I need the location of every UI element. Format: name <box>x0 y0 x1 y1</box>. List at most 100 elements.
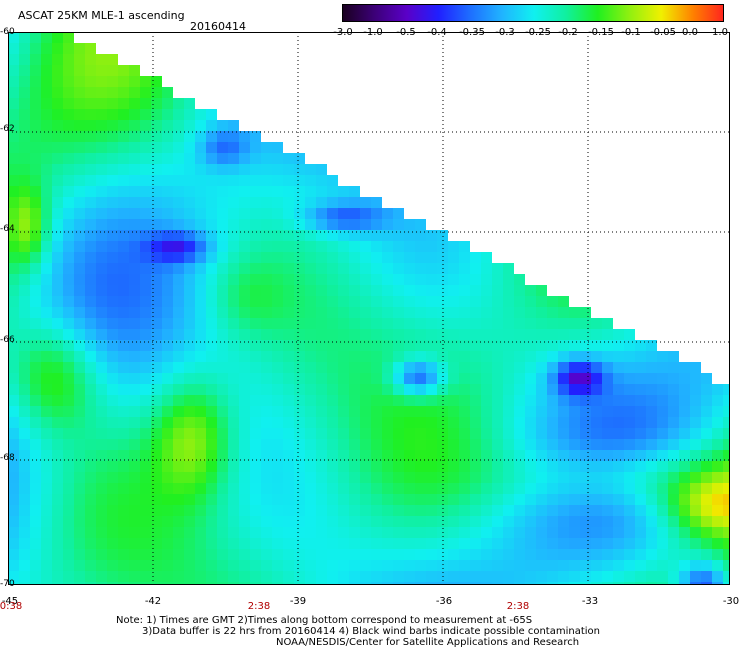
data-cell <box>613 428 624 439</box>
data-cell <box>536 439 547 450</box>
data-cell <box>74 560 85 571</box>
data-cell <box>481 461 492 472</box>
data-cell <box>272 252 283 263</box>
data-cell <box>514 560 525 571</box>
data-cell <box>107 450 118 461</box>
data-cell <box>107 340 118 351</box>
data-cell <box>184 384 195 395</box>
data-cell <box>8 461 19 472</box>
data-cell <box>415 329 426 340</box>
data-cell <box>261 505 272 516</box>
data-cell <box>217 186 228 197</box>
data-cell <box>283 527 294 538</box>
data-cell <box>481 483 492 494</box>
data-cell <box>140 329 151 340</box>
data-cell <box>184 153 195 164</box>
data-cell <box>503 417 514 428</box>
data-cell <box>239 263 250 274</box>
data-cell <box>371 296 382 307</box>
data-cell <box>129 274 140 285</box>
data-cell <box>470 373 481 384</box>
data-cell <box>173 285 184 296</box>
data-cell <box>679 428 690 439</box>
data-cell <box>470 340 481 351</box>
data-cell <box>558 505 569 516</box>
data-cell <box>96 175 107 186</box>
data-cell <box>151 142 162 153</box>
data-cell <box>272 417 283 428</box>
data-cell <box>206 461 217 472</box>
data-cell <box>129 241 140 252</box>
data-cell <box>360 384 371 395</box>
data-cell <box>481 373 492 384</box>
data-cell <box>459 340 470 351</box>
data-cell <box>272 362 283 373</box>
data-cell <box>327 252 338 263</box>
data-cell <box>63 186 74 197</box>
data-cell <box>305 494 316 505</box>
data-cell <box>8 54 19 65</box>
data-cell <box>536 560 547 571</box>
data-cell <box>613 582 624 585</box>
data-cell <box>624 362 635 373</box>
data-cell <box>646 571 657 582</box>
data-cell <box>283 373 294 384</box>
data-cell <box>19 65 30 76</box>
data-cell <box>668 362 679 373</box>
data-cell <box>19 417 30 428</box>
data-cell <box>448 263 459 274</box>
data-cell <box>206 307 217 318</box>
data-cell <box>514 274 525 285</box>
data-cell <box>371 428 382 439</box>
data-cell <box>382 472 393 483</box>
data-cell <box>8 560 19 571</box>
data-cell <box>129 494 140 505</box>
data-cell <box>371 505 382 516</box>
data-cell <box>415 505 426 516</box>
data-cell <box>8 494 19 505</box>
data-cell <box>613 351 624 362</box>
data-cell <box>74 274 85 285</box>
data-cell <box>250 582 261 585</box>
data-cell <box>657 362 668 373</box>
data-cell <box>393 285 404 296</box>
data-cell <box>415 483 426 494</box>
data-cell <box>668 538 679 549</box>
data-cell <box>525 538 536 549</box>
data-cell <box>294 538 305 549</box>
data-cell <box>140 549 151 560</box>
data-cell <box>41 109 52 120</box>
data-cell <box>602 351 613 362</box>
data-cell <box>41 483 52 494</box>
data-cell <box>338 186 349 197</box>
data-cell <box>250 252 261 263</box>
data-cell <box>690 439 701 450</box>
data-cell <box>349 241 360 252</box>
data-cell <box>701 373 712 384</box>
data-cell <box>679 527 690 538</box>
data-cell <box>536 373 547 384</box>
data-cell <box>151 340 162 351</box>
data-cell <box>294 384 305 395</box>
data-cell <box>492 428 503 439</box>
data-cell <box>305 527 316 538</box>
data-cell <box>129 428 140 439</box>
data-cell <box>481 516 492 527</box>
data-cell <box>635 439 646 450</box>
data-cell <box>415 274 426 285</box>
data-cell <box>426 538 437 549</box>
data-cell <box>404 384 415 395</box>
data-cell <box>470 318 481 329</box>
data-cell <box>360 505 371 516</box>
data-cell <box>470 296 481 307</box>
data-cell <box>140 362 151 373</box>
data-cell <box>129 560 140 571</box>
data-cell <box>85 131 96 142</box>
data-cell <box>184 417 195 428</box>
data-cell <box>184 538 195 549</box>
data-cell <box>162 241 173 252</box>
data-cell <box>19 32 30 43</box>
data-cell <box>613 450 624 461</box>
data-cell <box>305 384 316 395</box>
data-cell <box>371 351 382 362</box>
